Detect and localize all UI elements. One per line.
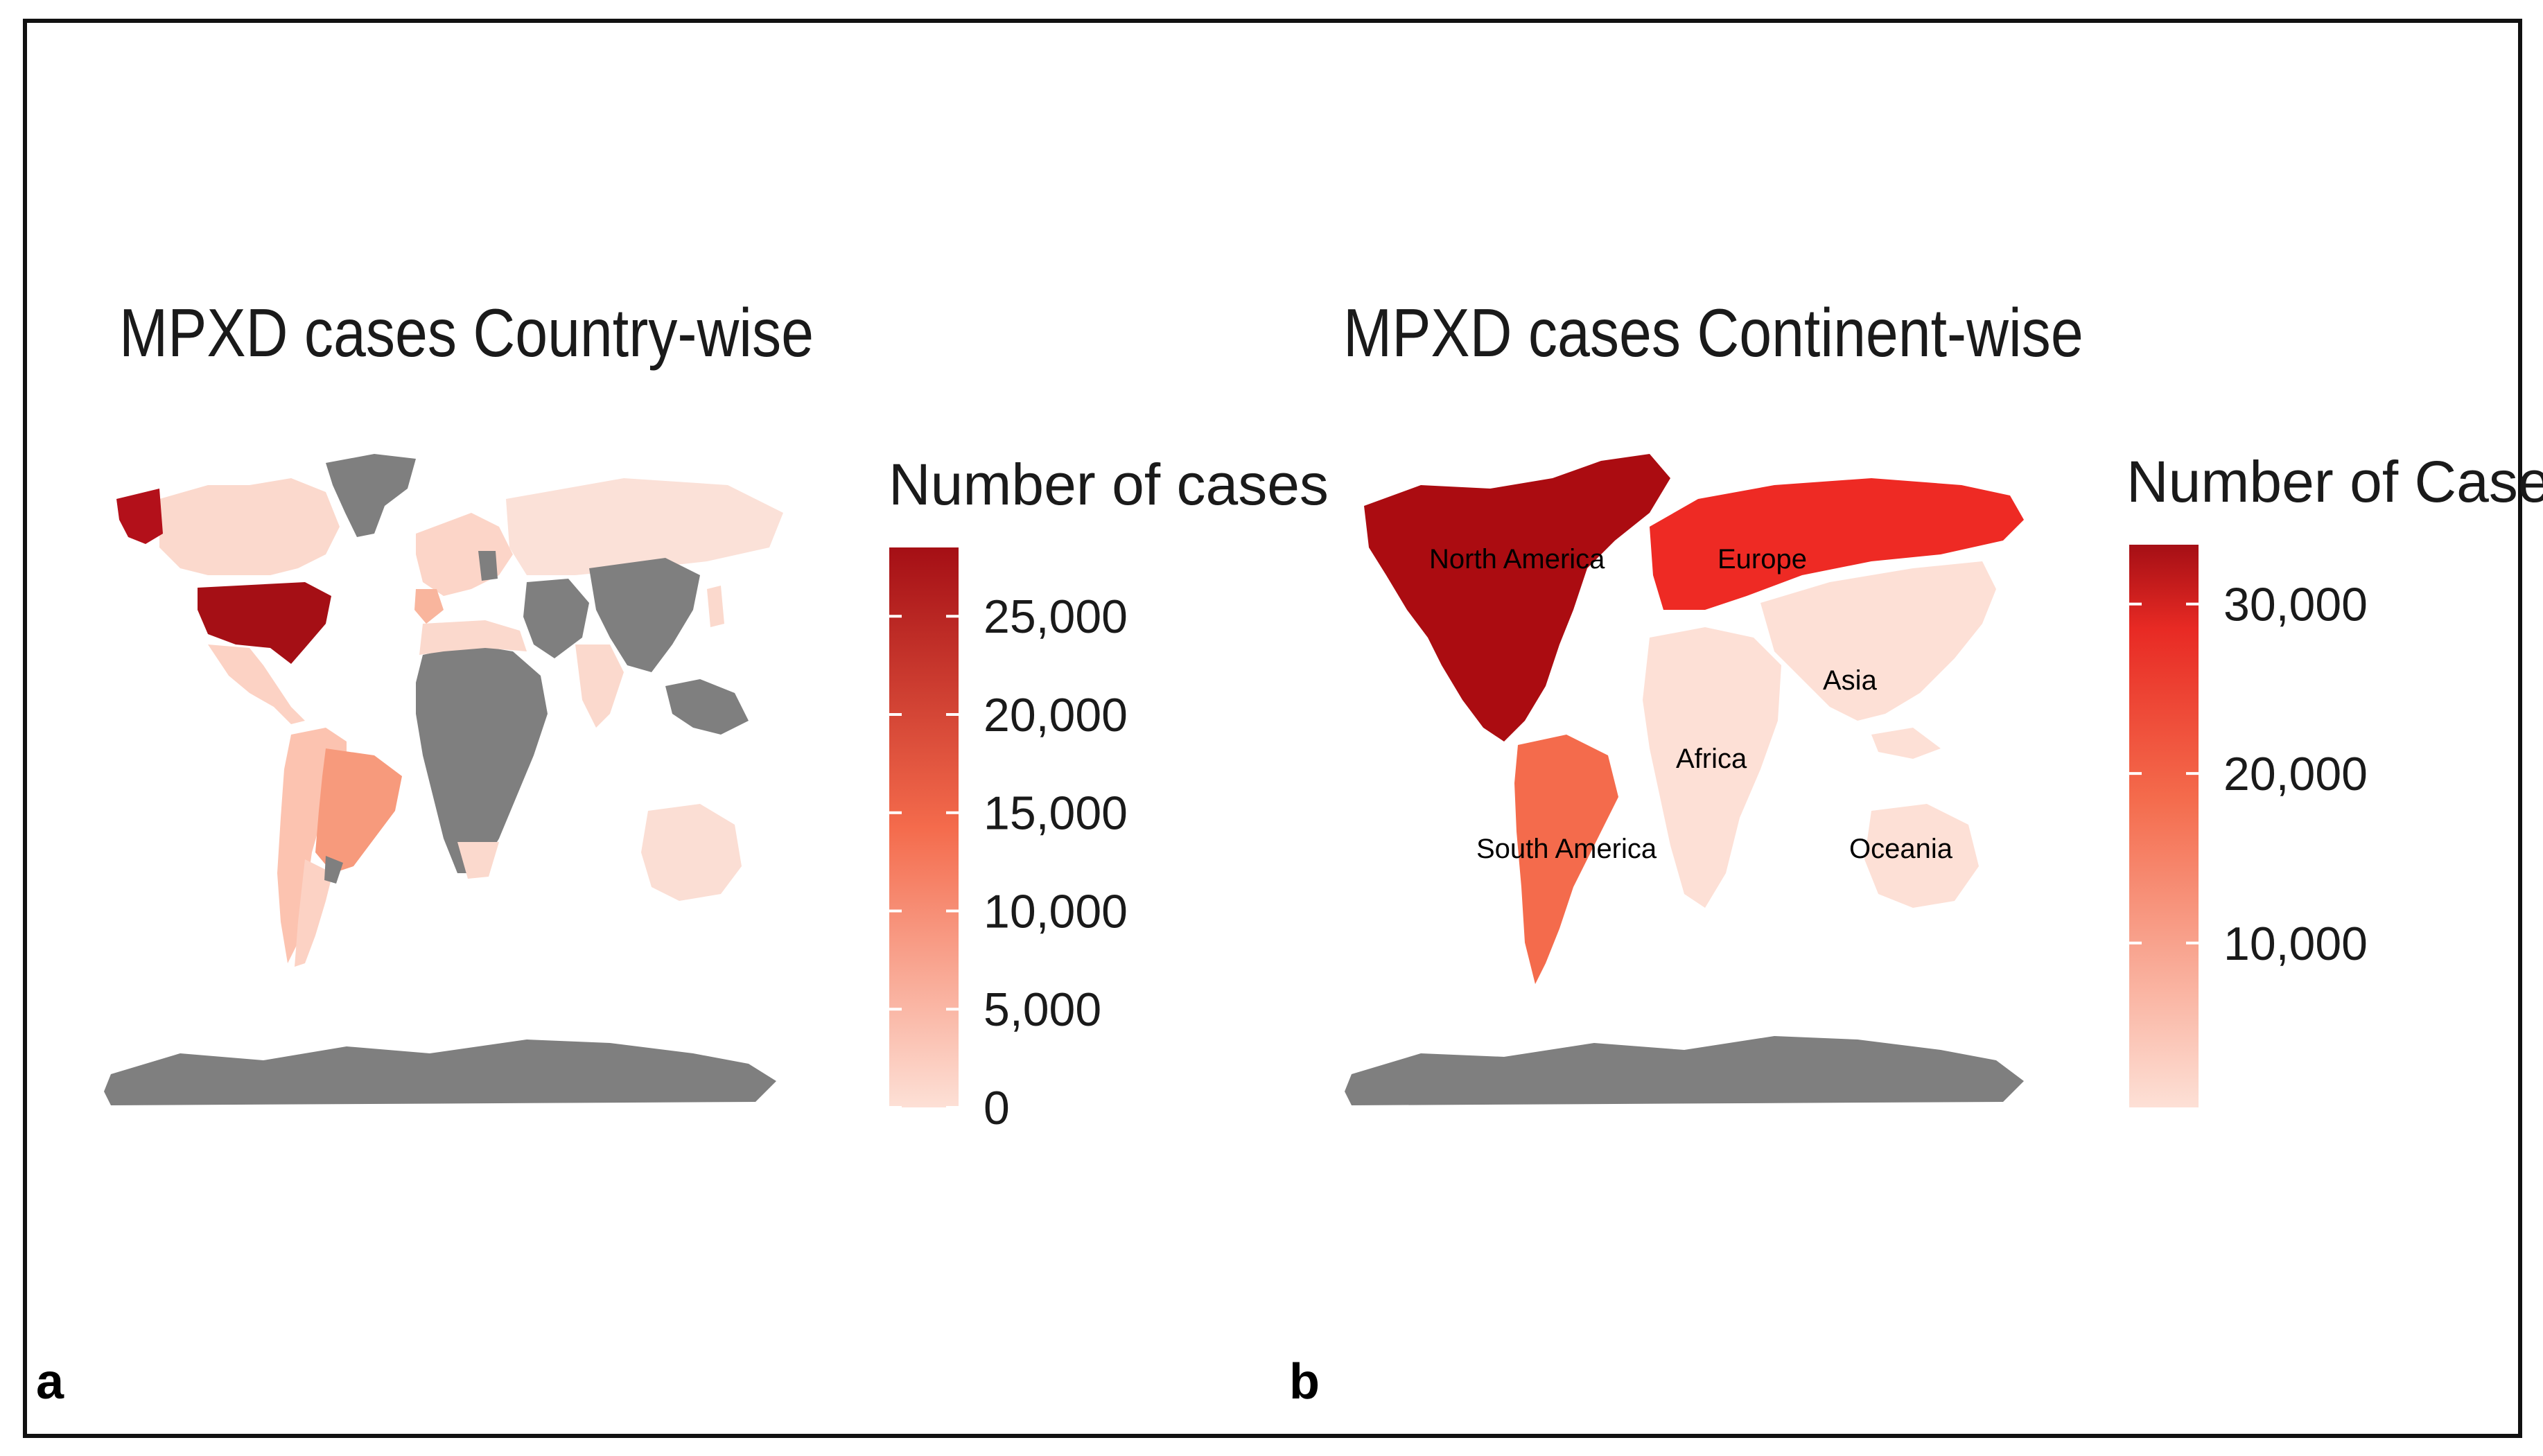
region-greenland: [326, 454, 416, 537]
label-north-america: North America: [1429, 544, 1605, 574]
legend-b-title: Number of Cases: [2126, 449, 2543, 514]
panel-a-letter: a: [36, 1354, 64, 1410]
figure-frame: [23, 19, 2522, 1438]
label-europe: Europe: [1718, 544, 1807, 574]
continent-oceania: [1864, 804, 1979, 908]
region-alaska: [116, 489, 163, 544]
label-africa: Africa: [1676, 744, 1747, 774]
continent-north-america: [1364, 454, 1670, 742]
continent-europe: [1650, 478, 2024, 610]
legend-b-colorbar: [2129, 545, 2199, 1107]
panel-b-letter: b: [1289, 1354, 1320, 1410]
panel-b-title: MPXD cases Continent-wise: [1343, 295, 2083, 371]
world-map-country: [104, 454, 783, 1105]
legend-a-tick-label: 0: [984, 1082, 1010, 1134]
region-china: [589, 558, 700, 672]
continent-south-america: [1514, 735, 1618, 984]
legend-b-tick-label: 20,000: [2223, 748, 2368, 800]
world-map-continent: North America Europe Asia Africa South A…: [1345, 454, 2024, 1105]
legend-b-ticks: 30,000 20,000 10,000: [2129, 579, 2368, 970]
region-russia: [506, 478, 783, 575]
legend-b-tick-label: 10,000: [2223, 918, 2368, 970]
region-africa: [416, 644, 548, 873]
continent-asia: [1760, 561, 1996, 721]
region-india: [575, 644, 624, 728]
legend-a-tick-label: 10,000: [984, 885, 1128, 938]
region-middle-east: [523, 579, 589, 658]
region-south-africa: [457, 842, 499, 879]
legend-a-tick-label: 5,000: [984, 983, 1101, 1036]
legend-a-tick-label: 15,000: [984, 787, 1128, 840]
region-mexico: [208, 644, 305, 724]
region-antarctica-b: [1345, 1036, 2024, 1105]
continent-africa: [1643, 627, 1781, 908]
region-japan: [707, 586, 724, 627]
region-europe: [416, 513, 513, 596]
region-brazil: [315, 748, 402, 873]
legend-a-title: Number of cases: [889, 452, 1329, 517]
continent-oceania-islands: [1871, 728, 1941, 759]
panel-a: MPXD cases Country-wise: [36, 295, 1329, 1410]
legend-a-colorbar: [889, 547, 959, 1107]
legend-a-tick-label: 20,000: [984, 689, 1128, 742]
region-australia: [641, 804, 742, 901]
region-southeast-asia: [665, 679, 749, 735]
legend-a: Number of cases 25,000 20,000 15,000 10,000…: [889, 452, 1329, 1134]
region-usa: [198, 582, 331, 664]
label-asia: Asia: [1823, 665, 1878, 696]
region-antarctica: [104, 1040, 776, 1105]
region-sa-nodata: [324, 856, 343, 884]
panel-a-title: MPXD cases Country-wise: [119, 295, 814, 371]
legend-a-tick-label: 25,000: [984, 590, 1128, 643]
region-argentina: [295, 859, 333, 967]
label-oceania: Oceania: [1849, 834, 1953, 864]
legend-b-tick-label: 30,000: [2223, 579, 2368, 631]
legend-b: Number of Cases 30,000 20,000 10,000: [2126, 449, 2543, 1107]
legend-a-ticks: 25,000 20,000 15,000 10,000 5,000 0: [889, 590, 1128, 1134]
panel-b: MPXD cases Continent-wise North America …: [1289, 295, 2543, 1410]
region-europe-nodata: [478, 551, 498, 581]
region-north-africa: [419, 620, 527, 655]
region-europe-west: [414, 589, 444, 624]
region-canada: [159, 478, 340, 575]
label-south-america: South America: [1476, 834, 1657, 864]
